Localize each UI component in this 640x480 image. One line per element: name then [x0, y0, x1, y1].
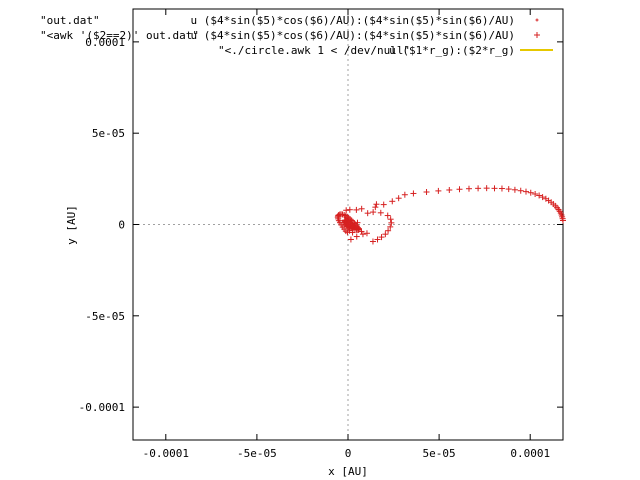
- x-tick-label: 0.0001: [510, 447, 550, 460]
- data-point: [539, 194, 546, 201]
- data-point: [387, 216, 394, 223]
- data-point: [374, 236, 381, 243]
- x-tick-label: 5e-05: [423, 447, 456, 460]
- x-tick-label: -5e-05: [237, 447, 277, 460]
- y-axis-label: y [AU]: [65, 205, 78, 245]
- data-point: [532, 191, 539, 198]
- y-tick-label: 0.0001: [85, 36, 125, 49]
- y-tick-label: 0: [118, 219, 125, 232]
- y-tick-label: -5e-05: [85, 310, 125, 323]
- data-point: [384, 212, 391, 219]
- x-tick-label: 0: [345, 447, 352, 460]
- data-point: [346, 206, 353, 213]
- legend-point-marker: [534, 32, 540, 38]
- data-point: [517, 187, 524, 194]
- data-point: [359, 231, 366, 238]
- data-point: [364, 210, 371, 217]
- data-point: [353, 233, 360, 240]
- legend-series-2-expr: u ($4*sin($5)*cos($6)/AU):($4*sin($5)*si…: [190, 29, 515, 42]
- data-point: [410, 190, 417, 197]
- data-point: [380, 201, 387, 208]
- data-point: [377, 209, 384, 216]
- data-point: [395, 195, 402, 202]
- data-points: [334, 185, 566, 245]
- data-point: [475, 185, 482, 192]
- data-point: [465, 185, 472, 192]
- legend-series-3-name: "<./circle.awk 1 < /dev/null": [218, 44, 410, 57]
- legend-series-1-expr: u ($4*sin($5)*cos($6)/AU):($4*sin($5)*si…: [190, 14, 515, 27]
- data-point: [388, 219, 395, 226]
- legend-key-small-point: [535, 18, 539, 22]
- data-point: [354, 219, 361, 226]
- legend-small-point-marker: [535, 18, 539, 22]
- data-point: [456, 186, 463, 193]
- data-point: [527, 189, 534, 196]
- data-point: [370, 209, 377, 216]
- data-point: [446, 186, 453, 193]
- data-point: [385, 227, 392, 234]
- data-point: [342, 219, 349, 226]
- data-point: [382, 231, 389, 238]
- legend-series-2-name: "<awk '($2==2)' out.dat": [40, 29, 199, 42]
- data-point: [369, 238, 376, 245]
- data-point: [363, 230, 370, 237]
- data-point: [498, 185, 505, 192]
- x-tick-label: -0.0001: [143, 447, 189, 460]
- data-point: [483, 185, 490, 192]
- data-point: [353, 206, 360, 213]
- data-point: [542, 195, 549, 202]
- data-point: [372, 204, 379, 211]
- data-point: [435, 187, 442, 194]
- data-point: [491, 185, 498, 192]
- legend-series-3-expr: u ($1*r_g):($2*r_g): [389, 44, 515, 57]
- y-tick-label: 5e-05: [92, 127, 125, 140]
- data-point: [523, 188, 530, 195]
- data-point: [373, 201, 380, 208]
- data-point: [358, 205, 365, 212]
- data-point: [389, 198, 396, 205]
- data-point: [343, 207, 350, 214]
- legend: "out.dat" u ($4*sin($5)*cos($6)/AU):($4*…: [40, 14, 553, 57]
- data-point: [536, 192, 543, 199]
- legend-key-point: [534, 32, 540, 38]
- data-point: [347, 236, 354, 243]
- data-point: [378, 234, 385, 241]
- data-point: [423, 188, 430, 195]
- y-tick-label: -0.0001: [79, 401, 125, 414]
- y-axis-ticks: -0.0001 -5e-05 0 5e-05 0.0001: [79, 36, 563, 414]
- data-point: [387, 223, 394, 230]
- data-point: [401, 191, 408, 198]
- x-axis-label: x [AU]: [328, 465, 368, 478]
- x-axis-ticks: -0.0001 -5e-05 0 5e-05 0.0001: [143, 9, 550, 460]
- legend-series-1-name: "out.dat": [40, 14, 100, 27]
- data-point: [511, 186, 518, 193]
- data-point: [505, 186, 512, 193]
